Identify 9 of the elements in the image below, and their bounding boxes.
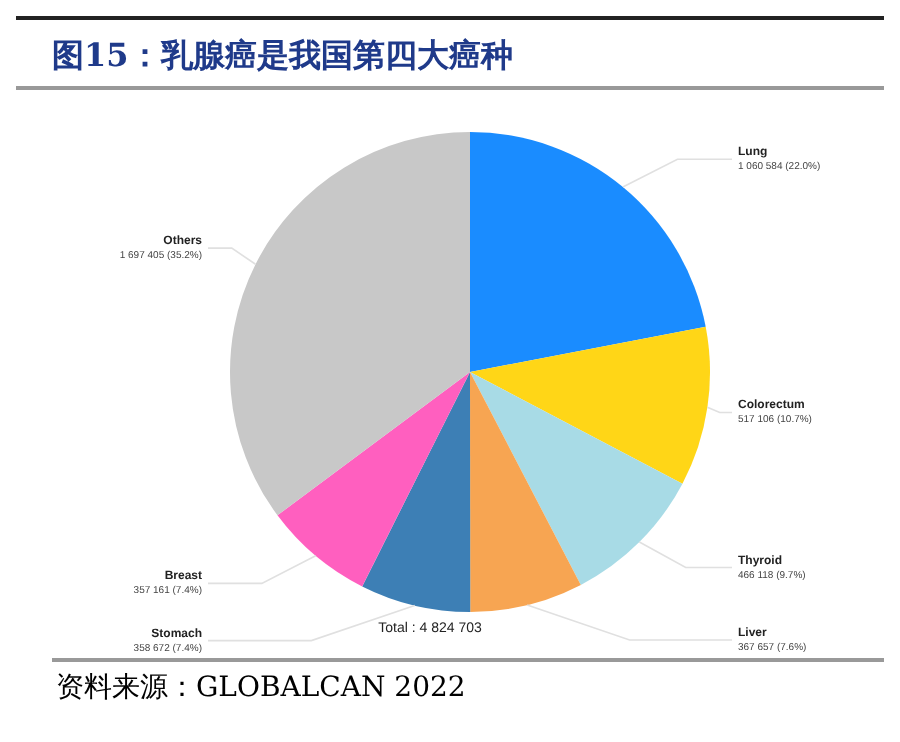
pie-slice [277, 372, 470, 587]
pie-slice [470, 372, 581, 612]
pie-slice [470, 326, 710, 484]
pie-slice [470, 132, 706, 372]
pie-slice [470, 372, 683, 585]
pie-slice [230, 132, 470, 516]
text: 资料来源：GLOBALCAN 2022 [54, 670, 468, 706]
pie-slice [362, 372, 471, 612]
chart-title: 图15：乳腺癌是我国第四大癌种 [16, 20, 884, 90]
